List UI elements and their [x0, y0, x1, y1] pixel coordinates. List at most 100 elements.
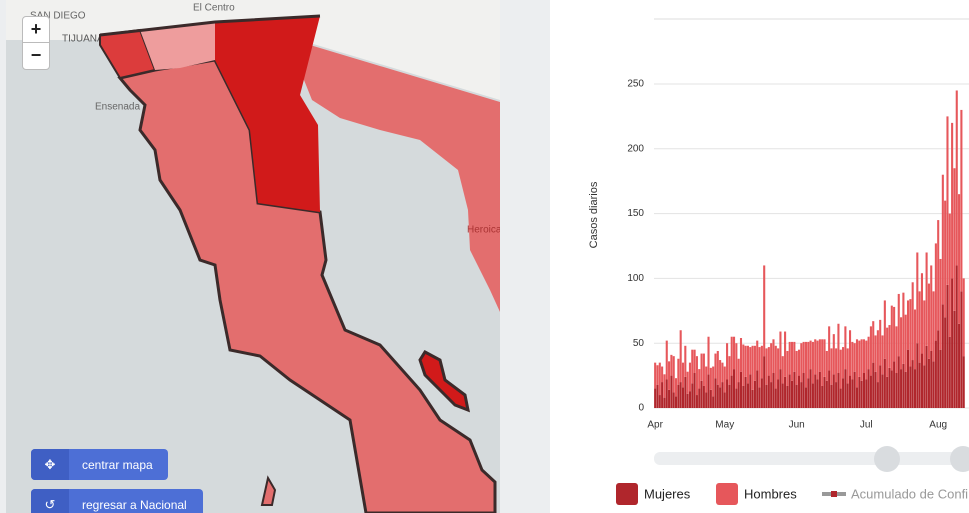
bar: [811, 383, 814, 408]
bar: [679, 330, 682, 383]
bar: [777, 348, 780, 380]
bar: [726, 343, 729, 380]
y-tick-label: 100: [627, 273, 644, 284]
bar: [853, 371, 856, 408]
bar: [927, 283, 930, 359]
bar: [904, 314, 907, 372]
bar: [939, 258, 942, 350]
bar: [705, 366, 708, 393]
bar: [953, 310, 956, 408]
bar: [858, 340, 861, 377]
bar: [835, 382, 838, 408]
bar: [828, 370, 831, 408]
bar: [744, 376, 747, 408]
bar: [960, 109, 963, 292]
bar: [770, 382, 773, 408]
bar: [670, 354, 673, 376]
chart-panel: Casos diarios 0 50 100 150 200 250 Apr May Jun Ju…: [550, 0, 969, 513]
bar: [790, 341, 794, 381]
bar: [698, 369, 701, 389]
bar: [749, 374, 752, 408]
x-tick-label: Apr: [647, 420, 663, 431]
bar: [867, 369, 870, 408]
bar: [923, 365, 926, 408]
bar: [797, 375, 801, 408]
bar: [663, 374, 666, 398]
bar: [809, 340, 812, 370]
bar: [802, 373, 805, 408]
bar: [767, 347, 770, 376]
bar: [930, 350, 933, 408]
bar: [751, 345, 754, 390]
zoom-in[interactable]: +: [22, 16, 50, 44]
bar: [846, 348, 849, 384]
bar: [702, 385, 705, 408]
legend-swatch: [616, 483, 638, 505]
bar: [686, 393, 689, 408]
bar: [895, 326, 898, 374]
back-button[interactable]: ↺ regresar a Nacional: [31, 489, 203, 513]
bar: [869, 375, 872, 408]
bar: [760, 378, 763, 408]
bar: [721, 362, 724, 383]
bar: [876, 382, 879, 408]
bar: [702, 353, 705, 386]
bar: [800, 382, 803, 408]
bar: [944, 200, 947, 318]
bar: [809, 369, 812, 408]
y-tick-label: 250: [627, 79, 644, 90]
bar: [744, 345, 747, 377]
bar: [867, 336, 870, 370]
bar: [832, 334, 835, 375]
bar: [848, 375, 852, 408]
zoom-out[interactable]: −: [22, 42, 50, 70]
bar: [804, 341, 808, 388]
bar: [828, 326, 831, 371]
bar: [739, 338, 743, 372]
bar: [909, 366, 912, 408]
bar: [941, 174, 944, 305]
bar: [784, 331, 787, 377]
bar: [728, 384, 731, 408]
bar: [784, 376, 787, 408]
bar: [767, 375, 770, 408]
bar: [855, 387, 859, 408]
bar: [763, 356, 766, 408]
button-text: regresar a Nacional: [82, 497, 187, 512]
bar: [742, 385, 745, 408]
bar: [681, 387, 685, 408]
bar: [656, 365, 659, 385]
bar: [844, 326, 847, 370]
bar: [890, 305, 893, 371]
bar: [721, 382, 724, 408]
bar: [774, 388, 777, 408]
bar: [786, 385, 789, 408]
bar: [883, 300, 886, 359]
bar: [753, 380, 756, 408]
bar: [821, 385, 824, 408]
bar: [855, 339, 859, 388]
bar: [916, 252, 919, 344]
bar: [732, 336, 736, 370]
bar: [716, 350, 719, 385]
bar: [668, 361, 671, 390]
bar: [946, 284, 949, 408]
legend-label: Hombres: [744, 486, 797, 501]
center-button[interactable]: ✥ centrar mapa: [31, 449, 168, 480]
bar: [818, 371, 821, 408]
bar: [934, 243, 937, 341]
bar: [700, 353, 703, 381]
bar: [665, 379, 668, 408]
bar: [709, 389, 712, 408]
bar: [916, 343, 919, 408]
bar: [756, 370, 759, 408]
bar: [897, 356, 900, 408]
bar: [714, 378, 717, 408]
bar: [786, 350, 789, 386]
bar: [679, 382, 682, 408]
bar: [814, 374, 817, 408]
bar: [705, 392, 708, 408]
bar: [881, 335, 884, 375]
bar: [923, 300, 926, 366]
bar: [695, 356, 698, 396]
